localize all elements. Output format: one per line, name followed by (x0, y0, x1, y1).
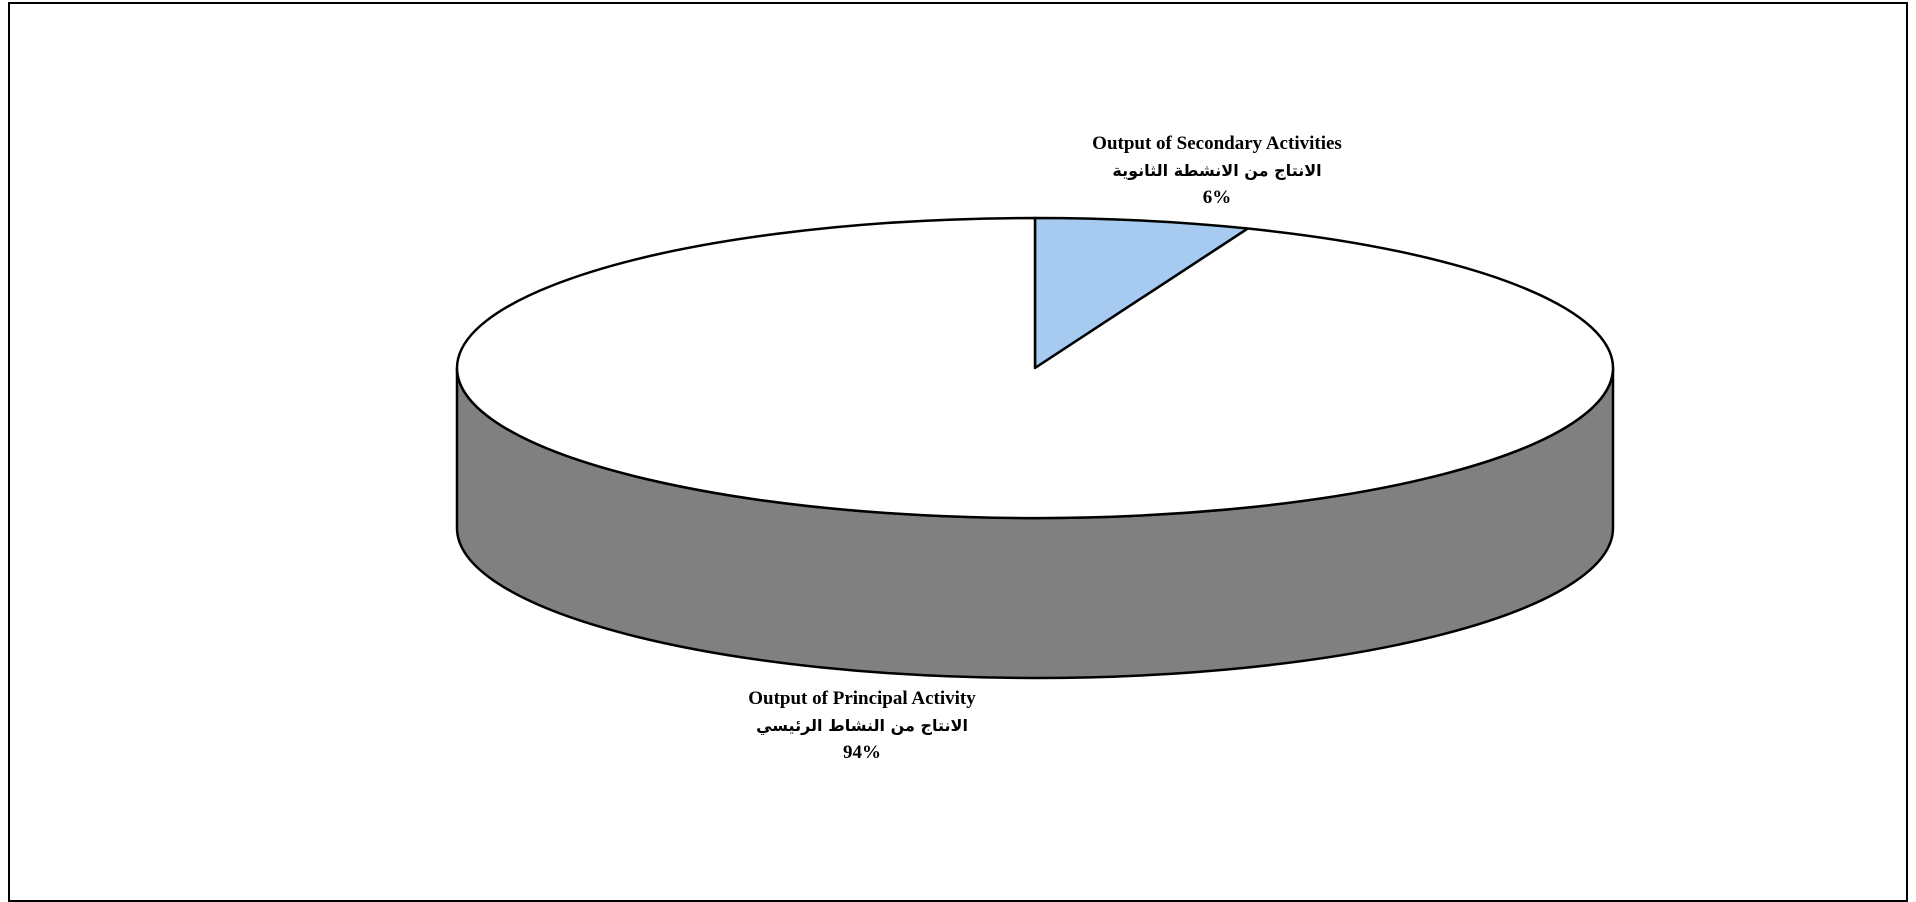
slice-label-principal-ar: الانتاج من النشاط الرئيسي (756, 716, 968, 735)
slice-label-secondary: Output of Secondary Activities الانتاج م… (1077, 130, 1357, 211)
pie-slice-principal (455, 216, 1615, 520)
slice-label-secondary-ar: الانتاج من الانشطة الثانوية (1112, 161, 1322, 180)
slice-label-principal: Output of Principal Activity الانتاج من … (722, 685, 1002, 766)
slice-label-secondary-en: Output of Secondary Activities (1092, 133, 1342, 154)
pie-slice-secondary (1033, 216, 1250, 370)
pie-chart (455, 216, 1615, 680)
slice-label-principal-value: 94% (843, 742, 881, 763)
slice-label-principal-en: Output of Principal Activity (748, 688, 976, 709)
slice-label-secondary-value: 6% (1202, 187, 1232, 208)
